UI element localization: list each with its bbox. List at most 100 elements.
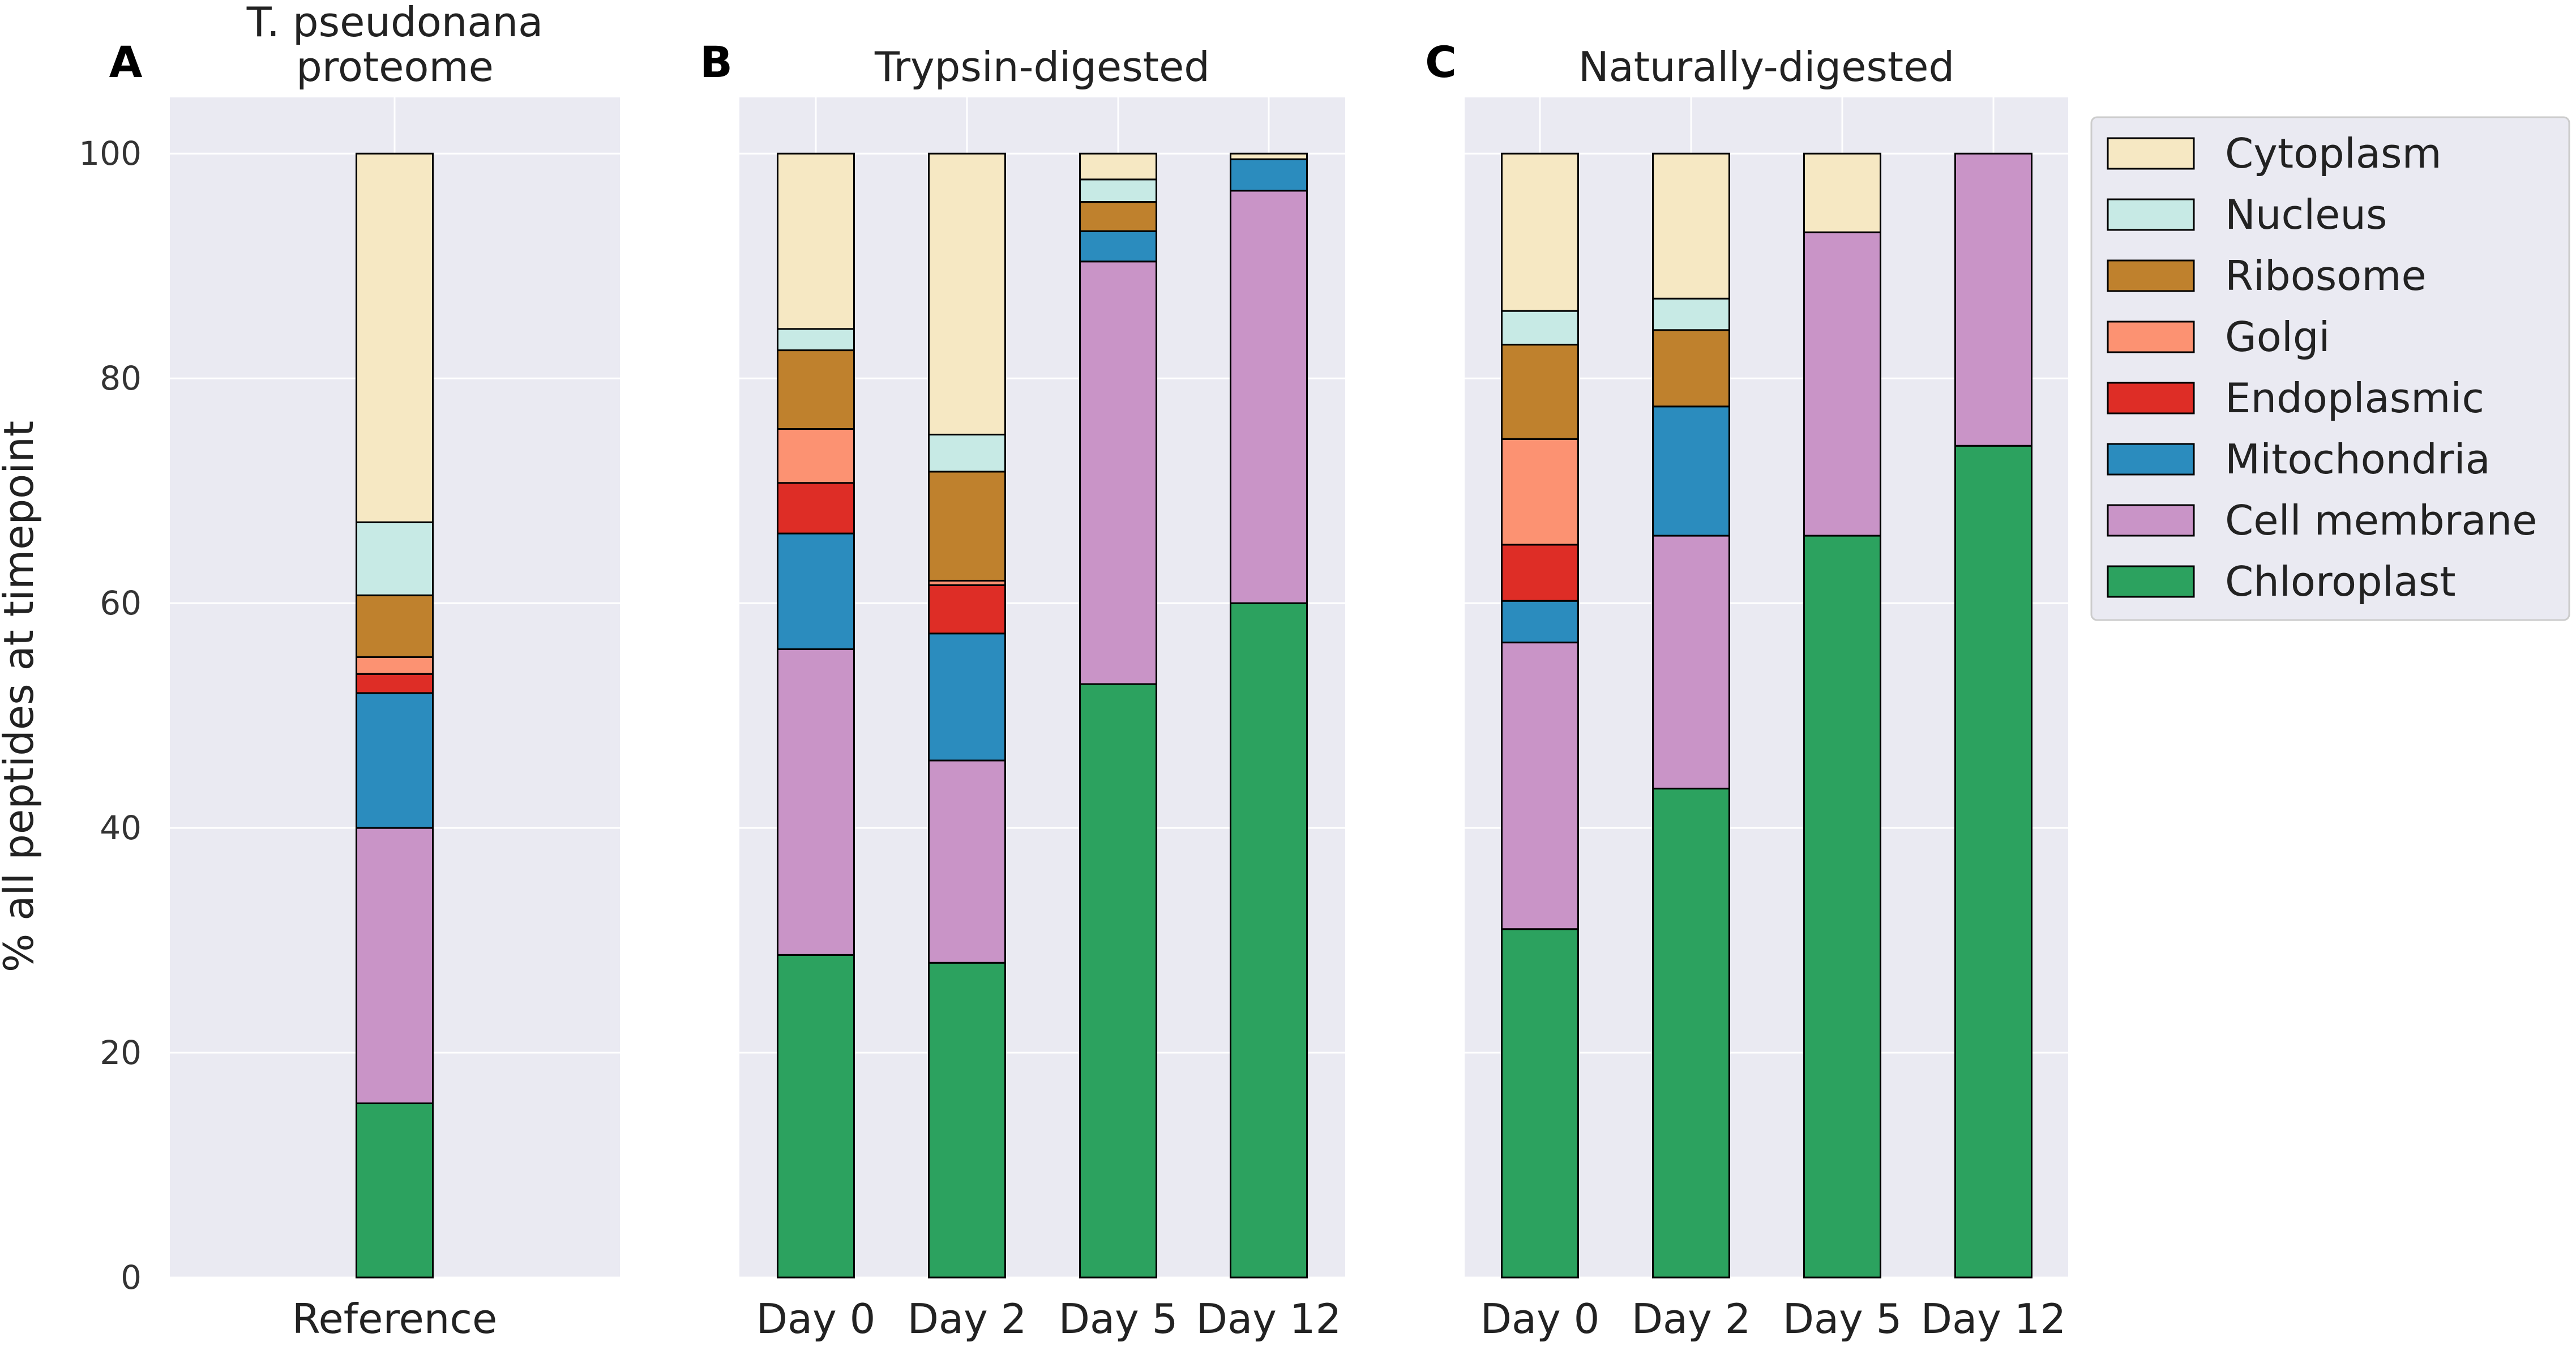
- bar-segment-chloroplast: [356, 1102, 434, 1279]
- bar-segment-mitochondria: [1501, 600, 1579, 644]
- legend-label: Golgi: [2225, 313, 2330, 361]
- bar-segment-mitochondria: [1652, 405, 1730, 537]
- bar-segment-cell-membrane: [356, 827, 434, 1104]
- legend-item-ribosome: Ribosome: [2107, 252, 2427, 300]
- bar-segment-nucleus: [1652, 297, 1730, 331]
- y-tick-label: 40: [100, 809, 142, 847]
- bar-segment-cytoplasm: [777, 152, 855, 330]
- bar-segment-chloroplast: [777, 954, 855, 1279]
- legend-label: Mitochondria: [2225, 435, 2491, 483]
- y-tick-label: 100: [79, 134, 142, 173]
- y-tick-label: 20: [100, 1033, 142, 1072]
- bar-segment-cytoplasm: [1501, 152, 1579, 312]
- legend-item-cytoplasm: Cytoplasm: [2107, 130, 2442, 177]
- panel-c: Day 0 Day 2 Day 5 Day 12 Naturally-digested C: [1425, 37, 2068, 1343]
- legend-label: Nucleus: [2225, 191, 2387, 238]
- bar-segment-cytoplasm: [1803, 152, 1881, 233]
- x-tick-label: Day 0: [756, 1295, 876, 1343]
- legend-item-nucleus: Nucleus: [2107, 191, 2387, 238]
- legend-label: Endoplasmic: [2225, 374, 2484, 422]
- x-tick-label: Day 2: [908, 1295, 1027, 1343]
- bar-segment-ribosome: [1079, 201, 1157, 232]
- bar-segment-endoplasmic: [777, 482, 855, 535]
- panels: 0 20 40 60 80 100 Reference T. pseudonanaproteo…: [79, 0, 2068, 1343]
- panel-title-line-1: T. pseudonana: [246, 0, 544, 46]
- bar-segment-nucleus: [928, 433, 1006, 473]
- legend-swatch: [2107, 504, 2195, 537]
- bar-segment-cytoplasm: [1652, 152, 1730, 300]
- bar-segment-cell-membrane: [1954, 152, 2032, 447]
- bar-segment-ribosome: [356, 594, 434, 658]
- legend-label: Ribosome: [2225, 252, 2427, 300]
- panel-title-line-2: proteome: [296, 43, 494, 91]
- bar-segment-cell-membrane: [1230, 190, 1308, 604]
- legend-item-cell-membrane: Cell membrane: [2107, 497, 2537, 544]
- x-tick-label: Day 12: [1196, 1295, 1342, 1343]
- bar-segment-golgi: [777, 428, 855, 484]
- panel-a: 0 20 40 60 80 100 Reference T. pseudonanaproteo…: [79, 0, 620, 1343]
- bar-segment-chloroplast: [1501, 928, 1579, 1279]
- bar-segment-endoplasmic: [1501, 544, 1579, 602]
- bar-segment-ribosome: [928, 471, 1006, 582]
- y-tick-label: 80: [100, 359, 142, 398]
- bar-segment-cytoplasm: [1230, 152, 1308, 160]
- bar-segment-mitochondria: [1079, 230, 1157, 263]
- bar-segment-chloroplast: [928, 962, 1006, 1279]
- bar-segment-ribosome: [1652, 329, 1730, 408]
- bar-segment-golgi: [1501, 438, 1579, 546]
- panel-letter: B: [700, 37, 733, 87]
- panel-title: Trypsin-digested: [874, 43, 1210, 91]
- bar-segment-mitochondria: [777, 532, 855, 651]
- legend-item-golgi: Golgi: [2107, 313, 2330, 361]
- legend-swatch: [2107, 382, 2195, 415]
- legend-label: Cytoplasm: [2225, 130, 2442, 177]
- y-tick-label: 60: [100, 584, 142, 622]
- bar-segment-cytoplasm: [356, 152, 434, 523]
- bar-segment-cell-membrane: [1803, 231, 1881, 537]
- bar-segment-cell-membrane: [777, 648, 855, 956]
- panel-letter: C: [1425, 37, 1457, 87]
- x-tick-label: Day 2: [1632, 1295, 1751, 1343]
- bar-segment-chloroplast: [1803, 535, 1881, 1279]
- legend-swatch: [2107, 565, 2195, 598]
- bar-segment-ribosome: [777, 349, 855, 430]
- bar-segment-mitochondria: [928, 633, 1006, 762]
- y-tick-label: 0: [121, 1258, 142, 1297]
- x-tick-label: Day 5: [1059, 1295, 1178, 1343]
- legend-label: Cell membrane: [2225, 497, 2537, 544]
- x-tick-label: Day 5: [1783, 1295, 1902, 1343]
- x-tick-label: Reference: [292, 1295, 498, 1343]
- legend-swatch: [2107, 137, 2195, 170]
- legend-swatch: [2107, 198, 2195, 231]
- bar-segment-cell-membrane: [1501, 642, 1579, 930]
- bar-segment-chloroplast: [1652, 788, 1730, 1279]
- legend: Cytoplasm Nucleus Ribosome Golgi Endoplasmic…: [2090, 116, 2570, 621]
- legend-box: [2090, 116, 2570, 621]
- panel-title: Naturally-digested: [1578, 43, 1954, 91]
- legend-item-chloroplast: Chloroplast: [2107, 558, 2456, 605]
- bar-segment-cytoplasm: [1079, 152, 1157, 181]
- y-axis-label: % all peptides at timepoint: [0, 421, 42, 972]
- panel-letter: A: [109, 37, 143, 87]
- bar-segment-nucleus: [356, 521, 434, 596]
- bar-segment-cytoplasm: [928, 152, 1006, 435]
- bar-segment-nucleus: [777, 328, 855, 352]
- bar-segment-endoplasmic: [356, 673, 434, 694]
- panel-b: Day 0 Day 2 Day 5 Day 12 Trypsin-digested B: [700, 37, 1345, 1343]
- legend-label: Chloroplast: [2225, 558, 2456, 605]
- legend-swatch: [2107, 321, 2195, 353]
- bar-segment-chloroplast: [1954, 445, 2032, 1279]
- bar-segment-cell-membrane: [1652, 535, 1730, 790]
- bar-segment-cell-membrane: [928, 759, 1006, 964]
- legend-swatch: [2107, 259, 2195, 292]
- bar-segment-golgi: [356, 656, 434, 675]
- bar-segment-cell-membrane: [1079, 260, 1157, 685]
- bar-segment-endoplasmic: [928, 584, 1006, 635]
- bar-segment-mitochondria: [356, 692, 434, 829]
- x-tick-label: Day 12: [1921, 1295, 2066, 1343]
- bar-segment-ribosome: [1501, 344, 1579, 440]
- bar-segment-chloroplast: [1230, 602, 1308, 1279]
- bar-segment-nucleus: [1079, 178, 1157, 203]
- legend-swatch: [2107, 443, 2195, 476]
